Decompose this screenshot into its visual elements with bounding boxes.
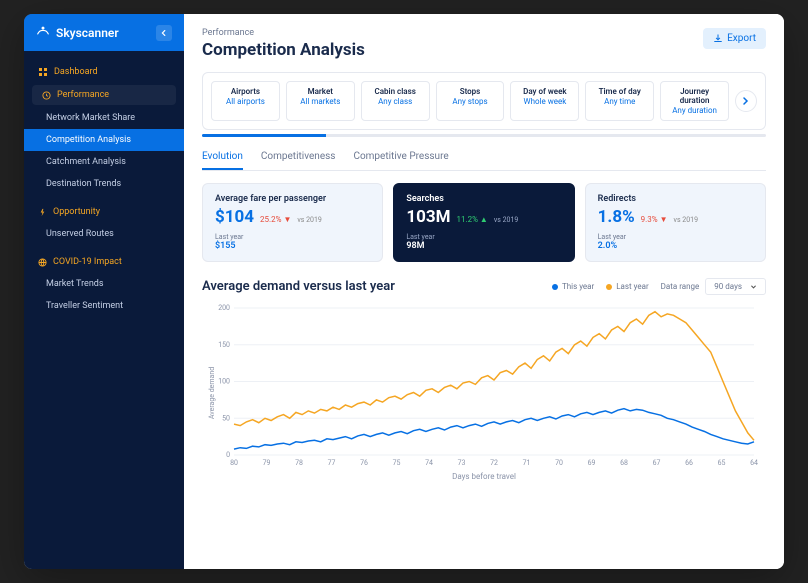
page-title: Competition Analysis [202, 40, 365, 60]
nav-item-unserved-routes[interactable]: Unserved Routes [24, 223, 184, 245]
data-range-control: Data range 90 days [661, 278, 766, 295]
nav-dashboard[interactable]: Dashboard [24, 61, 184, 83]
chevron-down-icon [750, 283, 757, 290]
breadcrumb: Performance [202, 28, 365, 38]
svg-text:76: 76 [360, 459, 368, 467]
svg-text:73: 73 [458, 459, 466, 467]
sidebar-nav: DashboardPerformanceNetwork Market Share… [24, 51, 184, 327]
filter-airports[interactable]: AirportsAll airports [211, 81, 280, 121]
svg-text:70: 70 [555, 459, 563, 467]
arrow-right-icon [741, 96, 751, 106]
tab-competitive-pressure[interactable]: Competitive Pressure [353, 151, 448, 170]
kpi-average-fare-per-passenger[interactable]: Average fare per passenger$10425.2% ▼vs … [202, 183, 383, 262]
tab-bar: Evolution Competitiveness Competitive Pres… [202, 151, 766, 171]
sidebar: Skyscanner DashboardPerformanceNetwork M… [24, 14, 184, 569]
chart-title: Average demand versus last year [202, 279, 395, 294]
filter-journey-duration[interactable]: Journey durationAny duration [660, 81, 729, 121]
svg-text:78: 78 [295, 459, 303, 467]
kpi-redirects[interactable]: Redirects1.8%9.3% ▼vs 2019Last year2.0% [585, 183, 766, 262]
svg-text:0: 0 [226, 451, 230, 459]
nav-item-market-trends[interactable]: Market Trends [24, 273, 184, 295]
svg-text:Average demand: Average demand [208, 367, 216, 419]
page-header: Performance Competition Analysis Export [202, 28, 766, 60]
filter-scroll-right-button[interactable] [735, 90, 757, 112]
filter-stops[interactable]: StopsAny stops [436, 81, 505, 121]
brand-logo-icon [36, 24, 50, 41]
svg-text:69: 69 [588, 459, 596, 467]
tab-competitiveness[interactable]: Competitiveness [261, 151, 336, 170]
nav-section-covid-19-impact[interactable]: COVID-19 Impact [24, 251, 184, 273]
nav-item-network-market-share[interactable]: Network Market Share [24, 107, 184, 129]
sidebar-collapse-button[interactable] [156, 25, 172, 41]
brand-bar: Skyscanner [24, 14, 184, 51]
svg-text:68: 68 [620, 459, 628, 467]
filter-market[interactable]: MarketAll markets [286, 81, 355, 121]
svg-text:150: 150 [218, 341, 230, 349]
filter-progress-track [202, 134, 766, 137]
svg-text:72: 72 [490, 459, 498, 467]
tab-evolution[interactable]: Evolution [202, 151, 243, 170]
kpi-searches[interactable]: Searches103M11.2% ▲vs 2019Last year98M [393, 183, 574, 262]
export-button[interactable]: Export [703, 28, 766, 49]
grid-icon [38, 67, 48, 77]
globe-icon [38, 258, 47, 267]
range-label: Data range [661, 282, 700, 291]
nav-item-destination-trends[interactable]: Destination Trends [24, 173, 184, 195]
chart-legend: This year Last year [552, 282, 649, 291]
svg-text:66: 66 [685, 459, 693, 467]
nav-item-competition-analysis[interactable]: Competition Analysis [24, 129, 184, 151]
main-content: Performance Competition Analysis Export … [184, 14, 784, 569]
download-icon [713, 34, 723, 44]
clock-icon [42, 91, 51, 100]
svg-text:50: 50 [222, 414, 230, 422]
svg-text:79: 79 [263, 459, 271, 467]
kpi-row: Average fare per passenger$10425.2% ▼vs … [202, 183, 766, 262]
svg-text:100: 100 [218, 378, 230, 386]
line-chart: 0 50 100 150 200 80 79 78 77 76 75 74 73 72 71 70 69 68 67… [202, 303, 766, 483]
svg-text:Days before travel: Days before travel [452, 472, 516, 481]
svg-text:80: 80 [230, 459, 238, 467]
svg-text:67: 67 [653, 459, 661, 467]
svg-text:65: 65 [718, 459, 726, 467]
nav-section-opportunity[interactable]: Opportunity [24, 201, 184, 223]
svg-text:77: 77 [328, 459, 336, 467]
svg-text:74: 74 [425, 459, 433, 467]
brand-name: Skyscanner [56, 26, 119, 40]
filter-time-of-day[interactable]: Time of dayAny time [585, 81, 654, 121]
bolt-icon [38, 208, 47, 217]
filter-progress-fill [202, 134, 326, 137]
svg-text:64: 64 [750, 459, 758, 467]
filter-day-of-week[interactable]: Day of weekWhole week [510, 81, 579, 121]
svg-text:71: 71 [523, 459, 531, 467]
nav-section-performance[interactable]: Performance [32, 85, 176, 105]
nav-item-catchment-analysis[interactable]: Catchment Analysis [24, 151, 184, 173]
range-dropdown[interactable]: 90 days [705, 278, 766, 295]
chart-header: Average demand versus last year This yea… [202, 278, 766, 295]
app-window: Skyscanner DashboardPerformanceNetwork M… [24, 14, 784, 569]
filter-bar: AirportsAll airportsMarketAll marketsCab… [202, 72, 766, 130]
nav-item-traveller-sentiment[interactable]: Traveller Sentiment [24, 295, 184, 317]
legend-last-year: Last year [606, 282, 648, 291]
filter-cabin-class[interactable]: Cabin classAny class [361, 81, 430, 121]
svg-text:75: 75 [393, 459, 401, 467]
legend-this-year: This year [552, 282, 594, 291]
svg-text:200: 200 [218, 304, 230, 312]
